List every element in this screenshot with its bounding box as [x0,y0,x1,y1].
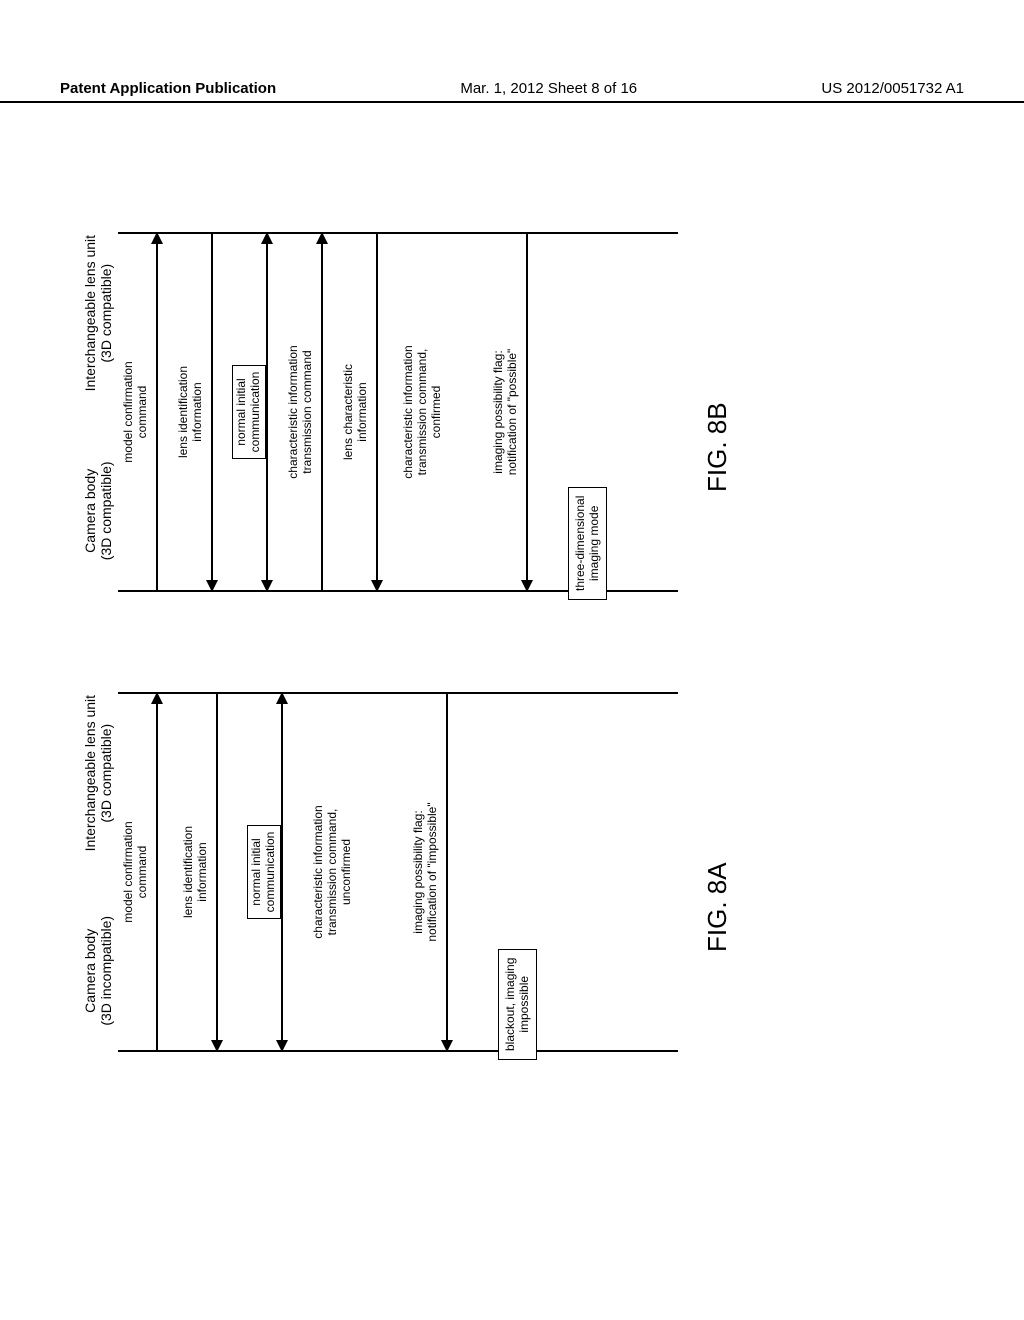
fig8a-right-header-l2: (3D compatible) [98,724,114,823]
sequence-row: lens identificationinformation [183,234,223,590]
arrow-label: characteristic informationtransmission c… [287,234,315,590]
header-right: US 2012/0051732 A1 [821,80,964,97]
sequence-row [253,694,293,1050]
arrow-left-icon [371,580,383,592]
sequence-row: imaging possibility flag:notification of… [498,234,538,590]
arrow-line [156,694,158,1050]
figure-8b: Camera body (3D compatible) Interchangea… [82,222,678,602]
figure-8a: Camera body (3D incompatible) Interchang… [82,682,678,1062]
fig8b-left-header: Camera body (3D compatible) [82,420,114,602]
fig8b-headers: Camera body (3D compatible) Interchangea… [82,222,114,602]
arrow-left-icon [521,580,533,592]
fig8a-label: FIG. 8A [702,862,733,952]
arrow-left-icon [206,580,218,592]
fig8b-timeline: model confirmationcommand lens identifica… [118,232,678,592]
arrow-right-icon [151,692,163,704]
fig8a-left-header-l2: (3D incompatible) [98,916,114,1026]
fig8b-left-header-l1: Camera body [82,469,98,553]
fig8a-right-header-l1: Interchangeable lens unit [82,695,98,851]
arrow-left-icon [276,1040,288,1052]
arrow-label: lens identificationinformation [177,234,205,590]
arrow-label: characteristic informationtransmission c… [312,694,353,1050]
arrow-line [156,234,158,590]
arrow-right-icon [151,232,163,244]
sequence-row: lens identificationinformation [188,694,228,1050]
arrow-line [266,234,268,590]
fig8a-right-header: Interchangeable lens unit (3D compatible… [82,682,114,864]
fig8b-right-header-l2: (3D compatible) [98,264,114,363]
arrow-line [216,694,218,1050]
fig8a-left-header: Camera body (3D incompatible) [82,880,114,1062]
page-header: Patent Application Publication Mar. 1, 2… [0,80,1024,103]
fig8a-timeline: model confirmationcommand lens identifica… [118,692,678,1052]
arrow-label: lens identificationinformation [182,694,210,1050]
arrow-label: model confirmationcommand [122,234,150,590]
fig8a-headers: Camera body (3D incompatible) Interchang… [82,682,114,1062]
arrow-label: imaging possibility flag:notification of… [412,694,440,1050]
arrow-label: lens characteristicinformation [342,234,370,590]
sequence-row: lens characteristicinformation [348,234,388,590]
arrow-line [526,234,528,590]
sequence-row: model confirmationcommand [128,694,168,1050]
sequence-row [238,234,278,590]
arrow-label: characteristic informationtransmission c… [402,234,443,590]
arrow-line [281,694,283,1050]
fig8b-left-header-l2: (3D compatible) [98,461,114,560]
state-box: blackout, imagingimpossible [498,949,537,1060]
fig8b-right-header: Interchangeable lens unit (3D compatible… [82,222,114,404]
sequence-row: characteristic informationtransmission c… [408,234,448,590]
arrow-line [321,234,323,590]
arrow-left-icon [261,580,273,592]
arrow-label: model confirmationcommand [122,694,150,1050]
fig8b-label: FIG. 8B [702,402,733,492]
header-left: Patent Application Publication [60,80,276,97]
arrow-line [376,234,378,590]
state-box: three-dimensionalimaging mode [568,487,607,600]
fig8a-left-header-l1: Camera body [82,929,98,1013]
arrow-left-icon [441,1040,453,1052]
figure-content: Camera body (3D incompatible) Interchang… [62,198,962,1062]
sequence-row: model confirmationcommand [128,234,168,590]
arrow-label: imaging possibility flag:notification of… [492,234,520,590]
arrow-right-icon [316,232,328,244]
arrow-left-icon [211,1040,223,1052]
sequence-row: characteristic informationtransmission c… [318,694,358,1050]
sequence-row: characteristic informationtransmission c… [293,234,333,590]
fig8b-right-header-l1: Interchangeable lens unit [82,235,98,391]
header-center: Mar. 1, 2012 Sheet 8 of 16 [460,80,637,97]
arrow-line [211,234,213,590]
sequence-row: imaging possibility flag:notification of… [418,694,458,1050]
arrow-line [446,694,448,1050]
